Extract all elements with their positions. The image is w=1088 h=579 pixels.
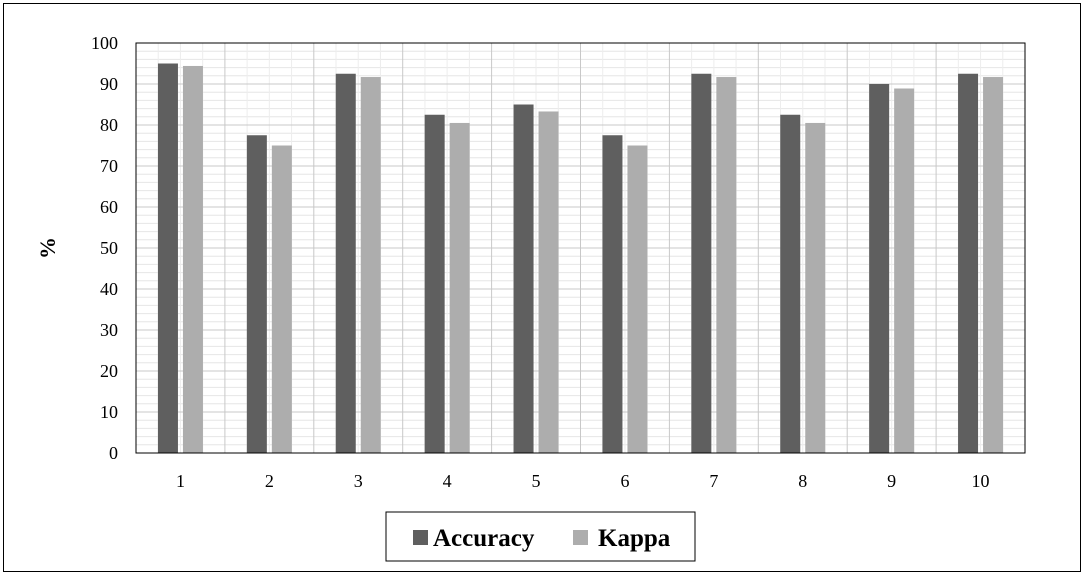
bar-accuracy-1 (157, 63, 178, 453)
x-tick-label: 8 (798, 471, 807, 491)
bar-kappa-5 (538, 111, 559, 453)
bar-accuracy-7 (691, 73, 712, 453)
bar-accuracy-9 (869, 84, 890, 453)
legend: Accuracy Kappa (385, 511, 696, 562)
y-tick-label: 60 (100, 197, 118, 217)
bar-accuracy-8 (780, 114, 801, 453)
bars (157, 63, 1004, 454)
bar-accuracy-4 (424, 114, 445, 453)
bar-kappa-10 (983, 77, 1004, 453)
bar-kappa-1 (182, 65, 203, 454)
y-tick-label: 80 (100, 115, 118, 135)
bar-kappa-3 (360, 77, 381, 453)
bar-kappa-4 (449, 122, 470, 453)
x-tick-label: 2 (265, 471, 274, 491)
x-tick-label: 4 (443, 471, 452, 491)
x-tick-label: 9 (887, 471, 896, 491)
y-axis-label: % (35, 237, 60, 259)
bar-accuracy-2 (246, 135, 267, 453)
x-tick-label: 7 (709, 471, 718, 491)
bar-kappa-7 (716, 77, 737, 453)
x-tick-label: 10 (972, 471, 990, 491)
y-tick-label: 20 (100, 361, 118, 381)
x-tick-label: 3 (354, 471, 363, 491)
y-axis-ticks: 0 10 20 30 40 50 60 70 80 90 100 (91, 33, 118, 463)
bar-kappa-8 (805, 122, 826, 453)
y-tick-label: 90 (100, 74, 118, 94)
y-tick-label: 10 (100, 402, 118, 422)
x-axis-ticks: 1 2 3 4 5 6 7 8 9 10 (176, 471, 990, 491)
x-tick-label: 1 (176, 471, 185, 491)
legend-swatch-accuracy (413, 530, 428, 545)
x-tick-label: 6 (620, 471, 629, 491)
legend-label-kappa: Kappa (598, 525, 671, 552)
y-tick-label: 100 (91, 33, 118, 53)
bar-accuracy-3 (335, 73, 356, 453)
bar-kappa-2 (271, 145, 292, 453)
bar-accuracy-6 (602, 135, 623, 453)
bar-accuracy-10 (958, 73, 979, 453)
y-tick-label: 50 (100, 238, 118, 258)
legend-label-accuracy: Accuracy (433, 525, 535, 552)
legend-swatch-kappa (573, 530, 588, 545)
legend-box (385, 511, 696, 562)
x-tick-label: 5 (532, 471, 541, 491)
plot-area-border (135, 42, 1026, 454)
bar-kappa-9 (894, 88, 915, 453)
y-tick-label: 30 (100, 320, 118, 340)
bar-kappa-6 (627, 145, 648, 453)
y-tick-label: 40 (100, 279, 118, 299)
bar-accuracy-5 (513, 104, 534, 453)
y-tick-label: 70 (100, 156, 118, 176)
y-tick-label: 0 (109, 443, 118, 463)
